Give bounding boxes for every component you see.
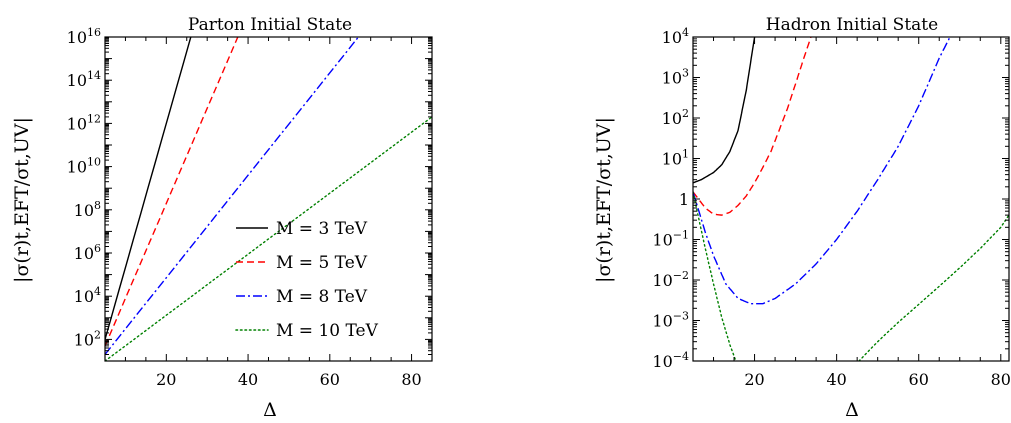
chart-title: Parton Initial State xyxy=(188,15,352,35)
y-tick-label: 1012 xyxy=(67,112,101,133)
x-axis-label: Δ xyxy=(845,399,859,421)
x-tick-label: 80 xyxy=(991,370,1011,389)
x-tick-label: 20 xyxy=(744,370,764,389)
y-tick-label: 10−3 xyxy=(652,310,689,331)
y-tick-labels: 10−4 10−3 10−2 10−1 1 101 102 103 104 xyxy=(652,26,689,371)
legend-label: M = 8 TeV xyxy=(276,287,368,307)
series-line xyxy=(693,37,812,216)
y-tick-label: 101 xyxy=(662,148,689,169)
x-axis-label: Δ xyxy=(263,399,277,421)
y-tick-label: 104 xyxy=(662,26,689,47)
x-tick-labels: 20 40 60 80 xyxy=(744,370,1011,389)
chart-parton: Parton Initial State 102 104 106 108 1010 101… xyxy=(11,15,433,421)
y-tick-label: 1016 xyxy=(67,26,101,47)
y-tick-label: 106 xyxy=(74,242,101,263)
series-line xyxy=(105,37,239,347)
series-line xyxy=(693,37,756,184)
legend-label: M = 5 TeV xyxy=(276,253,368,273)
x-tick-label: 60 xyxy=(320,370,340,389)
series-line xyxy=(105,37,192,340)
series-line xyxy=(693,191,737,361)
legend-label: M = 10 TeV xyxy=(276,321,379,341)
series-line xyxy=(105,116,432,361)
axis-ticks xyxy=(104,36,433,362)
y-tick-label: 10−2 xyxy=(652,269,689,290)
x-tick-label: 20 xyxy=(156,370,176,389)
y-tick-label: 102 xyxy=(74,328,101,349)
curves xyxy=(693,37,1009,361)
x-tick-label: 60 xyxy=(909,370,929,389)
legend: M = 3 TeV M = 5 TeV M = 8 TeV M = 10 TeV xyxy=(235,219,379,341)
y-axis-label: |σ(r)t,EFT/σt,UV| xyxy=(11,117,33,283)
y-tick-label: 1 xyxy=(679,190,689,209)
x-tick-labels: 20 40 60 80 xyxy=(156,370,422,389)
y-tick-label: 104 xyxy=(74,285,101,306)
y-tick-label: 10−4 xyxy=(652,350,689,371)
curves xyxy=(105,37,432,361)
chart-title: Hadron Initial State xyxy=(766,15,938,35)
y-tick-label: 108 xyxy=(74,199,101,220)
x-tick-label: 40 xyxy=(238,370,258,389)
legend-label: M = 3 TeV xyxy=(276,219,368,239)
y-tick-label: 10−1 xyxy=(652,229,689,250)
plot-frame xyxy=(104,36,433,362)
series-line xyxy=(693,37,951,305)
y-tick-label: 103 xyxy=(662,67,689,88)
y-tick-label: 1014 xyxy=(67,69,101,90)
plot-frame xyxy=(692,36,1010,362)
y-tick-label: 102 xyxy=(662,107,689,128)
y-tick-label: 1010 xyxy=(67,156,101,177)
x-tick-label: 40 xyxy=(826,370,846,389)
chart-hadron: Hadron Initial State 10−410−310−210−1110… xyxy=(593,15,1011,421)
y-axis-label: |σ(r)t,EFT/σt,UV| xyxy=(593,117,615,283)
axis-ticks xyxy=(692,36,1009,362)
y-tick-labels: 102 104 106 108 1010 1012 1014 1016 xyxy=(67,26,101,349)
series-line xyxy=(858,214,1009,361)
x-tick-label: 80 xyxy=(401,370,421,389)
